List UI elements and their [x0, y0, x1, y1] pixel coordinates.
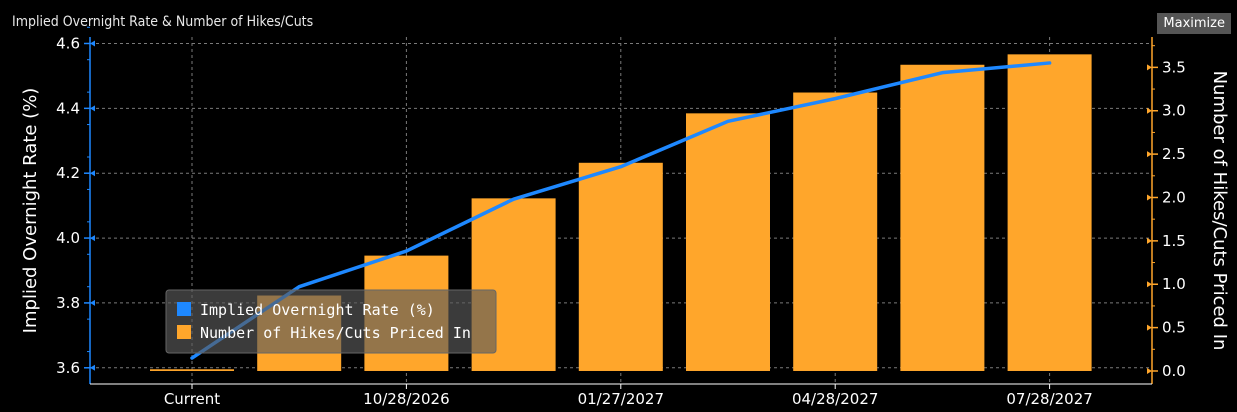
chart-title: Implied Overnight Rate & Number of Hikes… — [12, 14, 314, 30]
y-tick-label: 4.6 — [56, 34, 80, 52]
right-tick-marker — [1147, 281, 1152, 288]
y2-tick-label: 3.0 — [1162, 102, 1186, 120]
y2-tick-label: 2.5 — [1162, 145, 1186, 163]
bar — [793, 92, 878, 371]
y2-axis-title: Number of Hikes/Cuts Priced In — [1209, 71, 1230, 351]
x-tick-label: Current — [164, 390, 220, 408]
left-tick-marker — [90, 105, 95, 112]
right-tick-marker — [1147, 194, 1152, 201]
legend-label-rate: Implied Overnight Rate (%) — [200, 301, 435, 319]
axes: 3.6 3.8 4.0 4.2 4.4 4.6 0.0 0.5 1.0 1.5 2.0 2.5 3.0 3… — [56, 26, 1186, 408]
bar — [900, 64, 985, 371]
x-tick-label: 10/28/2026 — [363, 390, 449, 408]
y2-tick-label: 3.5 — [1162, 58, 1186, 76]
maximize-button[interactable]: Maximize — [1157, 13, 1231, 34]
y2-tick-label: 0.5 — [1162, 319, 1186, 337]
bar — [578, 162, 663, 371]
legend: Implied Overnight Rate (%) Number of Hike… — [165, 289, 497, 354]
bar — [150, 369, 234, 371]
y-tick-label: 4.0 — [56, 229, 80, 247]
x-tick-label: 01/27/2027 — [578, 390, 664, 408]
right-tick-marker — [1147, 64, 1152, 71]
y-tick-label: 3.6 — [56, 359, 80, 377]
y-tick-label: 4.2 — [56, 164, 80, 182]
left-tick-marker — [90, 364, 95, 371]
left-tick-marker — [90, 299, 95, 306]
bar — [686, 113, 770, 371]
left-tick-marker — [90, 235, 95, 242]
y-tick-label: 3.8 — [56, 294, 80, 312]
legend-swatch-hikes — [177, 325, 191, 339]
right-tick-marker — [1147, 237, 1152, 244]
legend-box — [165, 289, 497, 354]
rate-line-group — [190, 61, 1052, 360]
y2-tick-label: 2.0 — [1162, 188, 1186, 206]
y2-tick-label: 1.5 — [1162, 232, 1186, 250]
right-tick-marker — [1147, 107, 1152, 114]
y2-tick-label: 1.0 — [1162, 275, 1186, 293]
x-tick-label: 04/28/2027 — [792, 390, 878, 408]
bar — [1007, 54, 1092, 371]
y-axis-title: Implied Overnight Rate (%) — [20, 88, 41, 334]
right-tick-marker — [1147, 367, 1152, 374]
y2-tick-label: 0.0 — [1162, 362, 1186, 380]
right-tick-marker — [1147, 151, 1152, 158]
y-tick-label: 4.4 — [56, 99, 80, 117]
rate-line — [190, 61, 1052, 360]
right-tick-marker — [1147, 324, 1152, 331]
legend-label-hikes: Number of Hikes/Cuts Priced In — [200, 324, 471, 342]
left-tick-marker — [90, 40, 95, 47]
axis-labels: Implied Overnight Rate (%) Number of Hike… — [20, 71, 1230, 351]
x-tick-label: 07/28/2027 — [1006, 390, 1092, 408]
left-tick-marker — [90, 170, 95, 177]
legend-swatch-rate — [177, 302, 191, 316]
